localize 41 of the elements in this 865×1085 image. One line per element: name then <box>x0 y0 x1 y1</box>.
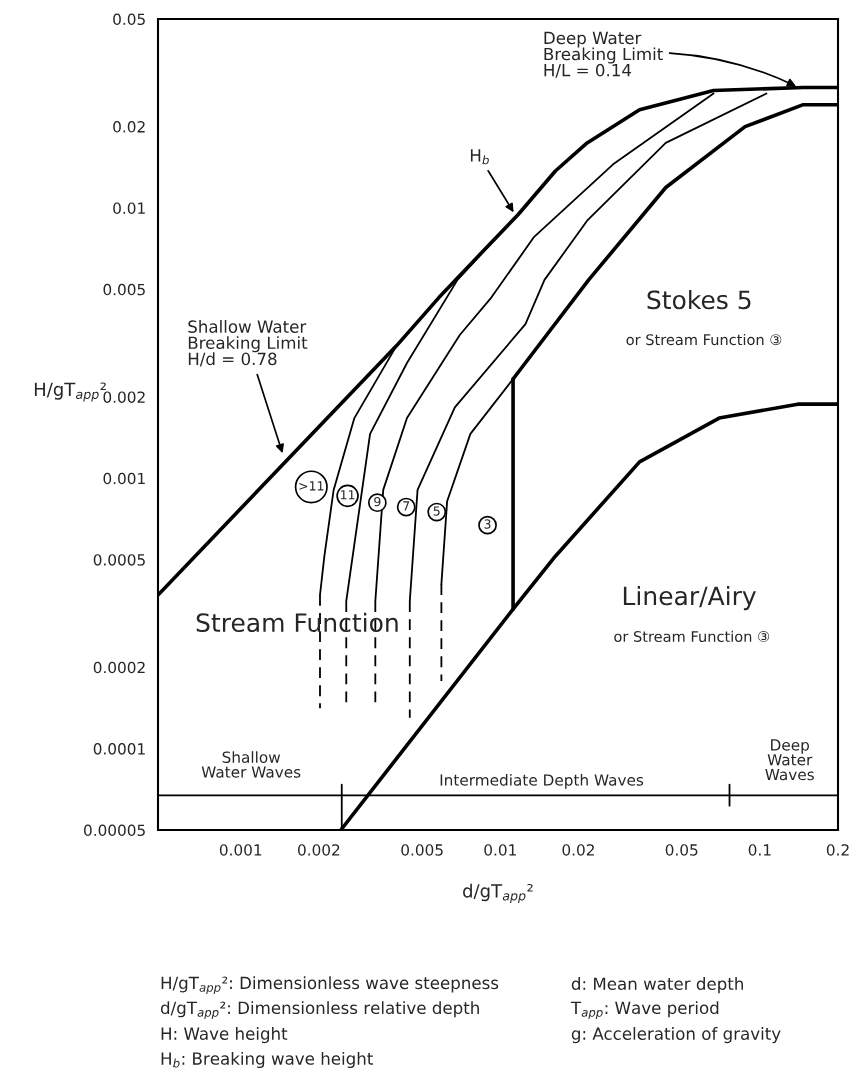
annotation: 7 <box>403 501 410 511</box>
y-tick-label: 0.0001 <box>93 743 145 755</box>
x-tick-label: 0.02 <box>562 844 594 856</box>
x-tick-label: 0.2 <box>826 844 849 856</box>
annotation: Shallow Water Breaking Limit H/d = 0.78 <box>188 320 308 367</box>
text: H/gT$_{app}$²: Dimensionless wave steepness <box>161 976 499 995</box>
annotation: or Stream Function ③ <box>614 630 770 643</box>
annotation: Stokes 5 <box>647 289 751 310</box>
annotation: Linear/Airy <box>623 585 756 611</box>
y-tick-label: 0.0005 <box>93 554 145 566</box>
y-tick-label: 0.02 <box>113 121 145 133</box>
y-tick-label: 0.001 <box>103 472 145 485</box>
annotation: Shallow Water Waves <box>201 751 301 778</box>
y-tick-label: 0.0002 <box>93 661 145 674</box>
text: H$_{b}$: Breaking wave height <box>161 1051 373 1069</box>
x-axis-title: d/gT$_{app}$² <box>463 883 533 903</box>
annotation: >11 <box>299 481 324 491</box>
annotation: or Stream Function ③ <box>626 333 782 346</box>
annotation: H$_{b}$ <box>470 149 489 165</box>
x-tick-label: 0.01 <box>484 844 516 856</box>
y-tick-label: 0.00005 <box>84 824 145 837</box>
x-tick-label: 0.05 <box>665 844 698 856</box>
x-tick-label: 0.001 <box>219 844 262 856</box>
y-tick-label: 0.05 <box>113 13 145 26</box>
y-tick-label: 0.005 <box>103 283 145 296</box>
text: g: Acceleration of gravity <box>571 1027 781 1044</box>
annotation: Deep Water Waves <box>765 739 814 781</box>
text: d/gT$_{app}$²: Dimensionless relative depth <box>160 1001 479 1020</box>
annotation: 9 <box>374 496 381 507</box>
text: T$_{app}$: Wave period <box>570 1001 719 1020</box>
annotation: Deep Water Breaking Limit H/L = 0.14 <box>544 31 663 78</box>
annotation: 3 <box>484 519 491 529</box>
x-tick-label: 0.005 <box>401 844 443 856</box>
text: H: Wave height <box>161 1027 288 1044</box>
annotation: Intermediate Depth Waves <box>440 773 644 789</box>
text: d: Mean water depth <box>571 977 743 994</box>
annotation: 11 <box>341 490 355 500</box>
annotation: 5 <box>433 506 440 516</box>
x-tick-label: 0.1 <box>748 844 771 856</box>
x-tick-label: 0.002 <box>298 844 340 856</box>
y-tick-label: 0.01 <box>113 202 145 214</box>
